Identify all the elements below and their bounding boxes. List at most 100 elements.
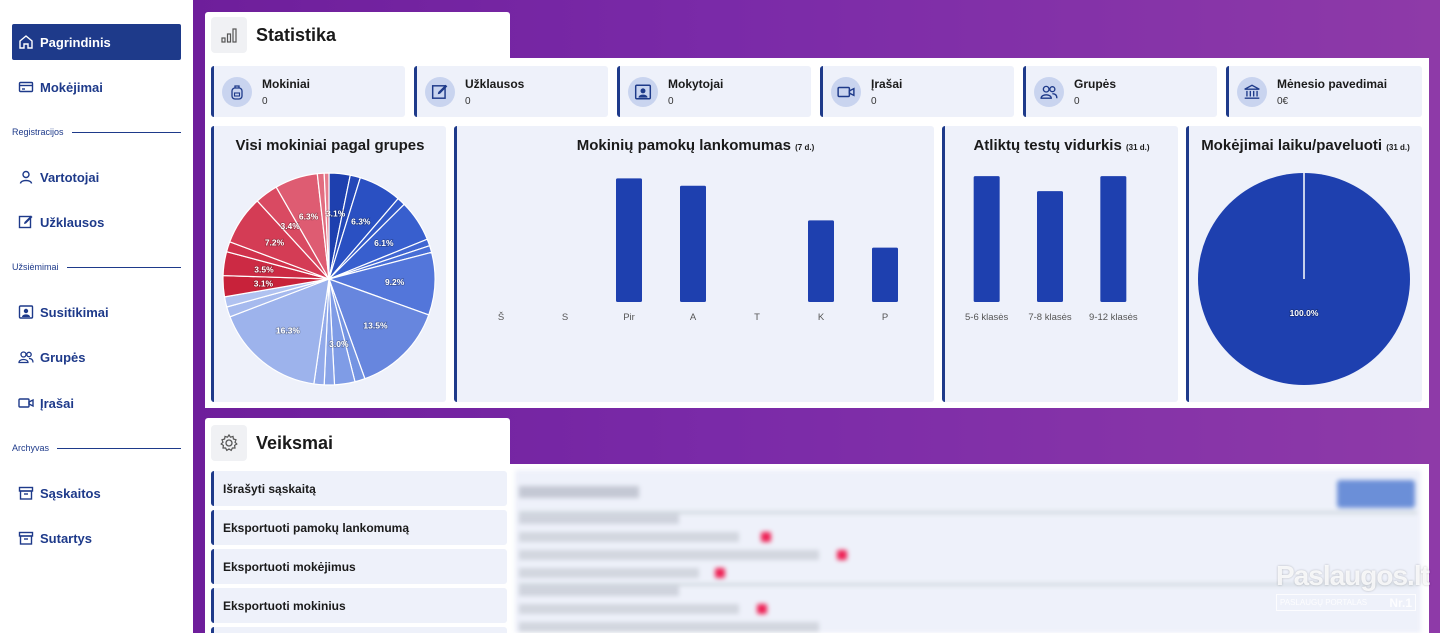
groups-pie-slice-label: 6.3% [351, 216, 371, 226]
stat-value: 0 [465, 95, 471, 107]
chart-period: (31 d.) [1386, 143, 1410, 152]
tests-bar [1100, 176, 1127, 302]
actions-title: Veiksmai [256, 432, 334, 453]
groups-pie-slice-label: 7.2% [265, 237, 285, 247]
watermark-rank: Nr.1 [1389, 595, 1412, 610]
stat-card-mokiniai: Mokiniai 0 [211, 66, 405, 117]
sidebar-item-label: Sutartys [40, 530, 93, 546]
home-icon [19, 35, 33, 49]
group-icon [18, 351, 34, 364]
action-israsyti-saskaita[interactable]: Išrašyti sąskaitą [211, 471, 507, 506]
sidebar-item-label: Įrašai [40, 395, 74, 411]
groups-pie-slice [323, 172, 330, 280]
sidebar-item-vartotojai[interactable]: Vartotojai [12, 159, 181, 195]
stat-title: Mokytojai [668, 76, 724, 91]
attendance-tick-label: Š [498, 312, 504, 323]
attendance-tick-label: K [818, 312, 825, 323]
sidebar-item-mokejimai[interactable]: Mokėjimai [12, 69, 181, 105]
stat-value: 0 [668, 95, 674, 107]
sidebar: Pagrindinis Mokėjimai Registracijos Vart… [0, 0, 193, 633]
attendance-tick-label: S [562, 312, 568, 323]
stat-card-grupes: Grupės 0 [1023, 66, 1217, 117]
sidebar-item-label: Vartotojai [40, 169, 100, 185]
sidebar-item-irasai[interactable]: Įrašai [12, 385, 181, 421]
card-icon [18, 81, 34, 93]
bar-chart-attendance: Š S Pir A T K P [498, 178, 898, 323]
groups-pie-slice-label: 3.5% [254, 264, 274, 274]
statistics-header: Statistika [205, 12, 510, 58]
chart-card-payments: Mokėjimai laiku/paveluoti (31 d.) 100.0% [1186, 126, 1422, 402]
actions-header: Veiksmai [205, 418, 510, 468]
attendance-bar [680, 185, 706, 302]
blurred-button [1337, 480, 1415, 508]
edit-icon [18, 215, 33, 229]
chart-title-text: Mokinių pamokų lankomumas [576, 137, 791, 154]
watermark-brand: Paslaugos.lt [1276, 560, 1430, 591]
user-icon [19, 170, 33, 184]
sidebar-item-susitikimai[interactable]: Susitikimai [12, 294, 181, 330]
stat-title: Grupės [1074, 76, 1117, 91]
stat-card-uzklausos: Užklausos 0 [414, 66, 608, 117]
pie-chart-groups: 3.1% 6.3% 6.1% 9.2% 13.5% 3.0% 16.3% 3.1% 3.5% 7.… [222, 172, 436, 386]
attendance-tick-label: A [690, 312, 697, 323]
attendance-tick-label: Pir [623, 312, 635, 323]
sidebar-item-label: Grupės [40, 349, 86, 365]
sidebar-item-label: Užklausos [40, 214, 105, 230]
stat-title: Mokiniai [262, 76, 311, 91]
groups-pie-slice-label: 13.5% [363, 320, 388, 330]
sidebar-item-grupes[interactable]: Grupės [12, 339, 181, 375]
sidebar-item-saskaitos[interactable]: Sąskaitos [12, 475, 181, 511]
watermark-logo: Paslaugos.lt PASLAUGŲ PORTALAS Nr.1 [1276, 560, 1430, 612]
groups-pie-slice-label: 9.2% [385, 277, 405, 287]
video-icon [18, 398, 34, 408]
groups-pie-slice-label: 3.4% [280, 221, 300, 231]
section-label-registracijos: Registracijos [12, 127, 181, 137]
section-label-uzsiemimai: Užsiėmimai [12, 262, 181, 272]
chart-title: Mokėjimai laiku/paveluoti (31 d.) [1189, 137, 1422, 154]
stat-value: 0 [871, 95, 877, 107]
attendance-bar [872, 247, 898, 302]
tests-tick-label: 7-8 klasės [1028, 312, 1072, 323]
action-eksportuoti-lankomuma[interactable]: Eksportuoti pamokų lankomumą [211, 510, 507, 545]
sidebar-item-label: Mokėjimai [40, 79, 103, 95]
tests-bar [973, 176, 1000, 302]
chart-title-text: Mokėjimai laiku/paveluoti [1201, 137, 1383, 154]
sidebar-item-sutartys[interactable]: Sutartys [12, 520, 181, 556]
sidebar-item-label: Susitikimai [40, 304, 109, 320]
sidebar-item-uzklausos[interactable]: Užklausos [12, 204, 181, 240]
video-icon [831, 76, 861, 107]
sidebar-item-label: Sąskaitos [40, 485, 101, 501]
stat-title: Užklausos [465, 76, 525, 91]
bank-icon [1237, 76, 1267, 107]
action-item-partial[interactable] [211, 627, 507, 633]
signal-icon [211, 17, 247, 53]
edit-icon [425, 76, 455, 107]
groups-pie-slice-label: 6.1% [374, 238, 394, 248]
attendance-tick-label: T [754, 312, 760, 323]
groups-pie-slice [229, 278, 330, 385]
chart-title: Visi mokiniai pagal grupes [235, 137, 425, 154]
backpack-icon [222, 76, 252, 107]
teacher-icon [628, 76, 658, 107]
action-eksportuoti-mokinius[interactable]: Eksportuoti mokinius [211, 588, 507, 623]
groups-pie-slice [328, 278, 430, 380]
tests-tick-label: 5-6 klasės [965, 312, 1009, 323]
chart-card-tests: Atliktų testų vidurkis (31 d.) 5-6 klasė… [942, 126, 1178, 402]
tests-bar [1037, 191, 1063, 302]
pie-chart-payments: 100.0% [1198, 173, 1410, 385]
groups-pie-slice-label: 3.0% [329, 339, 349, 349]
meeting-icon [18, 305, 34, 319]
bar-chart-tests: 5-6 klasės 7-8 klasės 9-12 klasės [965, 176, 1138, 323]
stat-card-irasai: Įrašai 0 [820, 66, 1014, 117]
sidebar-item-pagrindinis[interactable]: Pagrindinis [12, 24, 181, 60]
groups-pie-slice-label: 16.3% [276, 325, 301, 335]
statistics-title: Statistika [256, 24, 337, 45]
blurred-content [515, 470, 1421, 633]
action-eksportuoti-mokejimus[interactable]: Eksportuoti mokėjimus [211, 549, 507, 584]
groups-pie-slice-label: 3.1% [254, 278, 274, 288]
payments-pie-slice-label: 100.0% [1290, 308, 1319, 318]
chart-period: (7 d.) [795, 143, 815, 152]
chart-card-attendance: Mokinių pamokų lankomumas (7 d.) Š S Pir A T… [454, 126, 934, 402]
archive-icon [18, 486, 34, 500]
statistics-panel: Mokiniai 0 Užklausos 0 Mokytojai 0 Įrašai 0 … [205, 58, 1429, 408]
